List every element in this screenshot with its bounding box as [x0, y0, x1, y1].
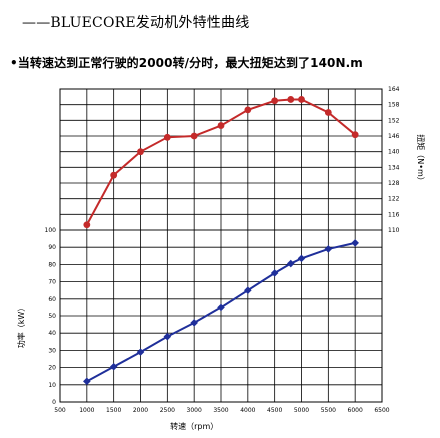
power-series-line [86, 241, 356, 383]
torque-tick-label: 146 [388, 133, 400, 140]
power-tick-label: 100 [45, 227, 57, 234]
power-data-point [270, 269, 279, 277]
x-tick-label: 6500 [374, 407, 389, 414]
power-data-point [83, 377, 91, 386]
power-tick-label: 70 [48, 279, 56, 286]
torque-tick-label: 122 [388, 196, 400, 203]
power-tick-label: 30 [48, 347, 56, 354]
x-tick-label: 4000 [240, 407, 255, 414]
torque-tick-label: 116 [388, 211, 400, 218]
power-data-point [244, 286, 252, 294]
chart-title: ——BLUECORE发动机外特性曲线 [22, 15, 250, 31]
torque-data-point [351, 131, 359, 139]
torque-data-point [163, 133, 171, 141]
power-data-point [136, 348, 145, 356]
x-tick-label: 3000 [187, 407, 202, 414]
torque-tick-label: 140 [388, 149, 400, 156]
torque-data-point [244, 106, 252, 114]
torque-data-point [298, 96, 305, 103]
power-data-point [109, 362, 118, 371]
power-data-point [190, 319, 198, 327]
power-data-point [324, 245, 333, 253]
x-axis-label: 转速（rpm） [170, 421, 218, 431]
power-data-point [286, 259, 295, 268]
torque-tick-label: 110 [388, 227, 400, 234]
x-tick-label: 1000 [79, 407, 94, 414]
power-tick-label: 20 [48, 365, 56, 372]
power-tick-label: 10 [48, 382, 56, 389]
torque-data-point [324, 109, 332, 116]
power-tick-label: 60 [48, 296, 56, 303]
power-tick-label: 80 [48, 261, 56, 268]
x-tick-label: 2500 [160, 407, 175, 414]
power-data-point [163, 332, 172, 341]
torque-tick-label: 164 [388, 86, 400, 93]
torque-data-point [217, 122, 225, 129]
power-tick-label: 90 [48, 244, 56, 251]
x-tick-label: 6000 [348, 407, 363, 414]
chart-subtitle: •当转速达到正常行驶的2000转/分时，最大扭矩达到了140N.m [10, 56, 363, 70]
torque-tick-label: 152 [388, 117, 400, 124]
torque-series-line [85, 98, 356, 226]
power-tick-label: 40 [48, 330, 56, 337]
torque-data-point [83, 221, 91, 229]
x-tick-label: 2000 [133, 407, 148, 414]
power-data-point [351, 239, 359, 247]
power-data-point [297, 254, 306, 263]
torque-tick-label: 158 [388, 102, 400, 109]
x-tick-label: 4500 [267, 407, 282, 414]
torque-tick-label: 128 [388, 180, 400, 187]
x-tick-label: 500 [54, 407, 66, 414]
x-tick-label: 5000 [294, 407, 309, 414]
torque-axis-label: 扭矩（N•m） [416, 134, 426, 185]
power-axis-label: 功率（kW） [16, 304, 26, 349]
power-tick-label: 50 [48, 313, 56, 320]
torque-data-point [287, 96, 295, 103]
torque-data-point [271, 97, 279, 105]
x-tick-label: 1500 [106, 407, 121, 414]
x-tick-label: 3500 [213, 407, 228, 414]
torque-tick-label: 134 [388, 164, 400, 171]
torque-data-point [190, 132, 198, 140]
torque-data-point [137, 148, 144, 156]
torque-data-point [110, 171, 118, 179]
x-tick-label: 5500 [321, 407, 336, 414]
plot-frame [59, 88, 383, 403]
power-data-point [217, 303, 225, 312]
power-tick-label: 0 [52, 399, 56, 406]
